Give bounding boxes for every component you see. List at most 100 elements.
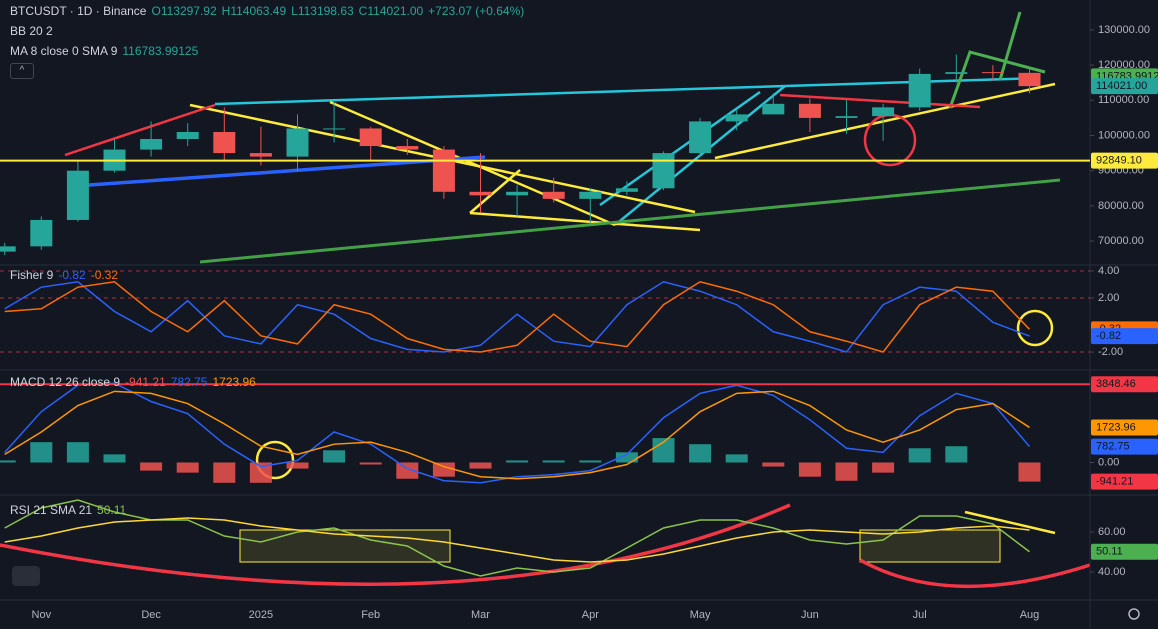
legend-value: 1723.96 [212,375,256,389]
x-tick-label: 2025 [249,609,273,621]
histogram-bar [30,442,53,463]
histogram-bar [945,446,968,463]
price-label-box [1091,152,1158,169]
x-tick-label: Feb [361,609,380,621]
candle-body [762,103,785,115]
histogram-bar [542,460,565,463]
trend-line [964,510,1056,535]
ohlc: O113297.92 [151,4,217,18]
y-tick-label: 4.00 [1098,265,1119,277]
histogram-bar [652,438,675,463]
indicator-name[interactable]: BB 20 2 [10,24,53,38]
price-label: 1723.96 [1096,421,1136,433]
histogram-bar [762,462,785,467]
line [4,280,1030,353]
trend-line [64,103,216,157]
fisher-legend: Fisher 9 -0.82 -0.32 [10,268,123,282]
price-label-box [1091,78,1158,95]
indicator-name[interactable]: MACD 12 26 close 9 [10,375,121,389]
y-tick-label: 110000.00 [1098,94,1149,106]
arc [0,503,791,586]
price-label: 3848.46 [1096,378,1136,390]
trend-line [469,169,521,214]
indicator-name[interactable]: MA 8 close 0 SMA 9 [10,44,118,58]
candle-body [652,153,675,189]
trend-line [599,90,761,207]
candle-body [1018,72,1041,87]
candle-body [506,191,529,196]
candle-body [469,191,492,196]
histogram-bar [432,462,455,477]
highlight-box [859,529,1001,563]
histogram-bar [66,442,89,463]
ohlc: L113198.63 [291,4,354,18]
histogram-bar [872,462,895,473]
rsi-legend: RSI 21 SMA 21 50.11 [10,503,131,517]
indicator-name[interactable]: Fisher 9 [10,268,54,282]
y-tick-label: 130000.00 [1098,24,1150,36]
candle-body [615,188,638,192]
histogram-bar [689,444,712,463]
histogram-bar [908,448,931,463]
trend-line [714,82,1056,160]
histogram-bar [396,462,419,479]
histogram-bar [359,462,382,465]
candle-body [981,72,1004,74]
legend-value: 782.75 [170,375,208,389]
histogram-bar [213,462,236,483]
ohlc: H114063.49 [221,4,287,18]
candle-body [835,116,858,118]
y-tick-label: -2.00 [1098,346,1123,358]
x-tick-label: Mar [471,609,490,621]
price-label: 50.11 [1096,546,1123,558]
y-tick-label: 40.00 [1098,566,1126,578]
legend-value: -941.21 [125,375,166,389]
candle-body [542,191,565,199]
candle-body [66,170,89,220]
indicator-value: 116783.99125 [122,44,199,58]
trend-line [199,178,1061,264]
histogram-bar [323,450,346,463]
candle-body [286,128,309,157]
x-tick-label: Jul [913,609,927,621]
symbol[interactable]: BTCUSDT · 1D · Binance [10,4,147,18]
line [4,517,1030,563]
price-label: -0.82 [1096,330,1121,342]
candle-body [249,153,272,157]
histogram-bar [579,460,602,463]
candle-body [689,121,712,154]
y-tick-label: 2.00 [1098,292,1119,304]
indicator-name[interactable]: RSI 21 SMA 21 [10,503,93,517]
ohlc: C114021.00 [358,4,424,18]
trend-line [329,100,616,227]
macd-legend: MACD 12 26 close 9 -941.21 782.75 1723.96 [10,375,261,389]
histogram-bar [506,460,529,463]
histogram-bar [1018,462,1041,482]
histogram-bar [176,462,199,473]
y-tick-label: 80000.00 [1098,200,1144,212]
price-label-box [1091,543,1158,560]
x-tick-label: May [690,609,711,621]
trend-line [779,93,981,109]
candle-body [579,191,602,199]
trend-line [948,50,1046,109]
line [4,499,1030,577]
x-tick-label: Apr [582,609,599,621]
histogram-bar [286,462,309,469]
price-label: 782.75 [1096,440,1130,452]
candle-body [213,131,236,154]
settings-icon[interactable] [1128,608,1140,620]
histogram-bar [103,454,126,463]
candle-body [176,131,199,140]
price-label-box [1091,438,1158,455]
y-tick-label: 0.00 [1098,456,1119,468]
collapse-button[interactable]: ^ [10,63,34,79]
y-tick-label: 60.00 [1098,526,1126,538]
price-label: 114021.00 [1096,80,1147,92]
change: +723.07 (+0.64%) [428,4,525,18]
main-legend: BTCUSDT · 1D · Binance O113297.92 H114063.… [10,4,529,79]
price-label-box [1091,473,1158,490]
x-tick-label: Jun [801,609,819,621]
price-label-box [1091,328,1158,345]
